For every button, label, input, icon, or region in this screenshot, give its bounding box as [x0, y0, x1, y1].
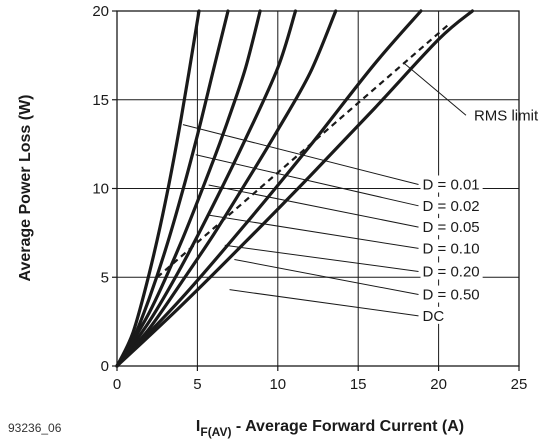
- annotation-d-0-50: D = 0.50: [423, 287, 480, 304]
- annotations: RMS limit D = 0.01 D = 0.02 D = 0.05 D = 0.1…: [182, 62, 542, 325]
- y-tick-label: 20: [92, 3, 109, 20]
- curves: [115, 9, 474, 368]
- x-tick-label: 0: [113, 376, 121, 393]
- series-line-d-0-50: [115, 9, 423, 368]
- x-tick-label: 15: [350, 376, 367, 393]
- series-line-dc: [115, 9, 474, 368]
- series-line-d-0-20: [115, 9, 338, 368]
- x-tick-label: 20: [430, 376, 447, 393]
- series-line-d-0-01: [115, 9, 201, 368]
- annotation-d-0-05: D = 0.05: [423, 219, 480, 236]
- label-bg-rms-limit: [471, 106, 542, 124]
- leader-d-0-05: [208, 184, 419, 228]
- x-tick-label: 25: [511, 376, 528, 393]
- annotation-d-0-01: D = 0.01: [423, 177, 480, 194]
- y-tick-label: 10: [92, 181, 109, 198]
- leader-rms-limit: [402, 62, 467, 116]
- x-axis-title-symbol: I: [196, 418, 200, 435]
- label-bg-d-0-01: [420, 175, 483, 193]
- leader-d-0-10: [208, 214, 419, 249]
- leader-d-0-50: [234, 259, 419, 296]
- leader-d-0-01: [182, 124, 419, 185]
- y-tick-label: 0: [101, 358, 109, 375]
- x-tick-label: 10: [269, 376, 286, 393]
- x-tick-label: 5: [193, 376, 201, 393]
- label-bg-d-0-10: [420, 239, 483, 257]
- ticks: 0 5 10 15 20 25 0 5 10 15 20: [92, 3, 527, 393]
- annotation-d-0-02: D = 0.02: [423, 198, 480, 215]
- figure-id: 93236_06: [8, 421, 62, 435]
- annotation-d-0-20: D = 0.20: [423, 263, 480, 280]
- rms-limit-line: [156, 22, 451, 279]
- y-tick-label: 15: [92, 92, 109, 109]
- label-bg-d-0-05: [420, 218, 483, 236]
- annotation-dc: DC: [423, 308, 445, 325]
- leader-d-0-02: [195, 154, 419, 207]
- leader-dc: [229, 289, 419, 317]
- x-axis-title: IF(AV) - Average Forward Current (A): [196, 418, 464, 439]
- y-tick-label: 5: [101, 269, 109, 286]
- series-line-d-0-10: [115, 9, 298, 368]
- label-bg-d-0-50: [420, 285, 483, 303]
- annotation-rms-limit: RMS limit: [474, 107, 539, 124]
- series-line-d-0-05: [115, 9, 262, 368]
- x-axis-title-text: - Average Forward Current (A): [231, 418, 464, 435]
- label-bg-d-0-02: [420, 196, 483, 214]
- y-axis-title: Average Power Loss (W): [17, 94, 34, 281]
- label-bg-dc: [420, 306, 448, 324]
- annotation-d-0-10: D = 0.10: [423, 240, 480, 257]
- label-bg-d-0-20: [420, 262, 483, 280]
- x-axis-title-subscript: F(AV): [200, 425, 231, 439]
- leader-d-0-20: [224, 244, 419, 272]
